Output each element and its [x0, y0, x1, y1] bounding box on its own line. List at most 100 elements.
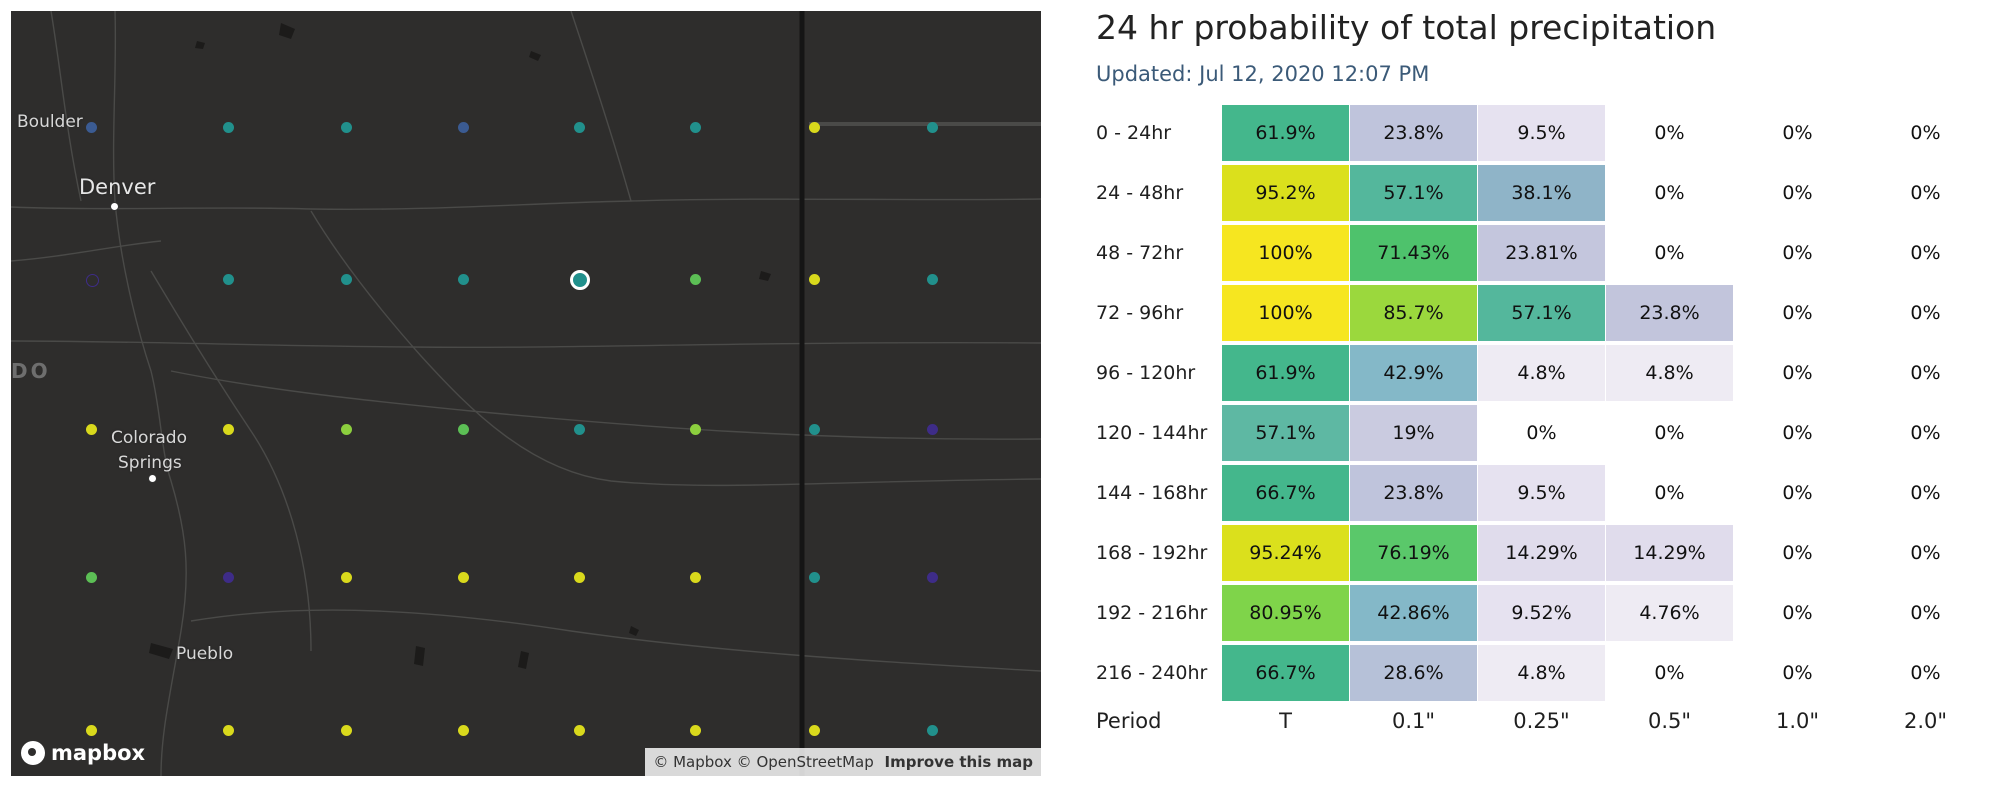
forecast-point[interactable] [85, 273, 99, 287]
probability-cell: 0% [1782, 422, 1813, 444]
city-label-denver: Denver [79, 175, 156, 199]
forecast-point[interactable] [340, 571, 352, 583]
forecast-point[interactable] [689, 121, 701, 133]
probability-cell: 0% [1782, 242, 1813, 264]
forecast-point[interactable] [573, 121, 585, 133]
probability-cell: 0% [1782, 122, 1813, 144]
probability-cell: 23.8% [1350, 465, 1477, 521]
forecast-point[interactable] [808, 423, 820, 435]
probability-cell: 57.1% [1478, 285, 1605, 341]
mapbox-logo-icon [21, 741, 45, 765]
probability-cell: 14.29% [1606, 525, 1733, 581]
probability-cell: 42.86% [1350, 585, 1477, 641]
probability-cell: 9.5% [1478, 105, 1605, 161]
threshold-column-header: 1.0" [1775, 709, 1820, 733]
probability-cell: 0% [1654, 482, 1685, 504]
probability-cell: 4.8% [1478, 345, 1605, 401]
forecast-point[interactable] [689, 724, 701, 736]
forecast-point[interactable] [689, 571, 701, 583]
probability-cell: 100% [1222, 225, 1349, 281]
forecast-point[interactable] [340, 121, 352, 133]
forecast-point[interactable] [222, 273, 234, 285]
forecast-point[interactable] [926, 571, 938, 583]
forecast-point[interactable] [808, 571, 820, 583]
forecast-point[interactable] [85, 724, 97, 736]
forecast-point[interactable] [573, 423, 585, 435]
probability-cell: 0% [1782, 542, 1813, 564]
probability-cell: 0% [1654, 242, 1685, 264]
forecast-point[interactable] [457, 571, 469, 583]
updated-timestamp: Updated: Jul 12, 2020 12:07 PM [1096, 62, 1430, 86]
forecast-point[interactable] [85, 571, 97, 583]
forecast-point[interactable] [689, 273, 701, 285]
forecast-point[interactable] [222, 423, 234, 435]
probability-cell: 0% [1654, 662, 1685, 684]
forecast-point-selected[interactable] [570, 270, 590, 290]
attribution-mapbox-link[interactable]: © Mapbox [653, 753, 732, 771]
denver-pin-icon [110, 202, 119, 211]
forecast-point[interactable] [926, 273, 938, 285]
probability-cell: 0% [1910, 122, 1941, 144]
probability-cell: 0% [1910, 662, 1941, 684]
forecast-point[interactable] [808, 273, 820, 285]
forecast-point[interactable] [340, 423, 352, 435]
probability-cell: 0% [1910, 302, 1941, 324]
period-label: 144 - 168hr [1096, 482, 1208, 504]
probability-cell: 0% [1526, 422, 1557, 444]
forecast-point[interactable] [85, 121, 97, 133]
mapbox-logo[interactable]: mapbox [21, 741, 145, 765]
threshold-column-header: 0.25" [1513, 709, 1570, 733]
forecast-point[interactable] [457, 724, 469, 736]
forecast-point[interactable] [222, 724, 234, 736]
forecast-point[interactable] [573, 724, 585, 736]
threshold-column-header: 0.5" [1647, 709, 1692, 733]
forecast-point[interactable] [689, 423, 701, 435]
probability-cell: 0% [1782, 302, 1813, 324]
probability-cell: 23.8% [1350, 105, 1477, 161]
map-roads-layer [11, 11, 1041, 776]
forecast-point[interactable] [926, 121, 938, 133]
probability-cell: 85.7% [1350, 285, 1477, 341]
probability-cell: 57.1% [1222, 405, 1349, 461]
probability-cell: 66.7% [1222, 645, 1349, 701]
attribution-osm-link[interactable]: © OpenStreetMap [736, 753, 874, 771]
probability-cell: 0% [1910, 362, 1941, 384]
forecast-point[interactable] [340, 273, 352, 285]
probability-cell: 0% [1782, 362, 1813, 384]
forecast-point[interactable] [808, 724, 820, 736]
forecast-point[interactable] [457, 273, 469, 285]
colorado-springs-pin-icon [148, 474, 157, 483]
probability-cell: 80.95% [1222, 585, 1349, 641]
probability-cell: 57.1% [1350, 165, 1477, 221]
precipitation-map[interactable]: DO Boulder Denver Colorado Springs Puebl… [11, 11, 1041, 776]
forecast-point[interactable] [457, 121, 469, 133]
period-label: 120 - 144hr [1096, 422, 1208, 444]
forecast-point[interactable] [926, 423, 938, 435]
probability-cell: 100% [1222, 285, 1349, 341]
probability-cell: 66.7% [1222, 465, 1349, 521]
forecast-point[interactable] [573, 571, 585, 583]
forecast-point[interactable] [222, 571, 234, 583]
probability-cell: 28.6% [1350, 645, 1477, 701]
improve-map-link[interactable]: Improve this map [884, 753, 1033, 771]
state-label: DO [11, 359, 51, 383]
probability-cell: 76.19% [1350, 525, 1477, 581]
period-label: 168 - 192hr [1096, 542, 1208, 564]
period-label: 48 - 72hr [1096, 242, 1184, 264]
probability-cell: 4.8% [1478, 645, 1605, 701]
city-label-pueblo: Pueblo [176, 644, 234, 664]
forecast-point[interactable] [85, 423, 97, 435]
city-label-springs: Springs [118, 453, 182, 473]
probability-cell: 0% [1654, 422, 1685, 444]
probability-cell: 19% [1350, 405, 1477, 461]
forecast-point[interactable] [457, 423, 469, 435]
forecast-point[interactable] [808, 121, 820, 133]
city-label-colorado: Colorado [111, 428, 187, 448]
probability-cell: 95.24% [1222, 525, 1349, 581]
forecast-point[interactable] [926, 724, 938, 736]
period-label: 216 - 240hr [1096, 662, 1208, 684]
probability-cell: 95.2% [1222, 165, 1349, 221]
forecast-point[interactable] [340, 724, 352, 736]
forecast-point[interactable] [222, 121, 234, 133]
probability-cell: 23.8% [1606, 285, 1733, 341]
